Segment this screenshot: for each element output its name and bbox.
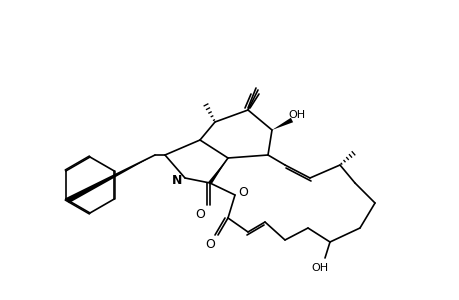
Text: N: N xyxy=(172,173,182,187)
Text: OH: OH xyxy=(288,110,305,120)
Text: O: O xyxy=(195,208,205,221)
Polygon shape xyxy=(67,155,155,203)
Text: O: O xyxy=(238,187,247,200)
Text: O: O xyxy=(205,238,214,251)
Polygon shape xyxy=(208,158,228,184)
Text: OH: OH xyxy=(311,263,328,273)
Polygon shape xyxy=(271,118,292,130)
